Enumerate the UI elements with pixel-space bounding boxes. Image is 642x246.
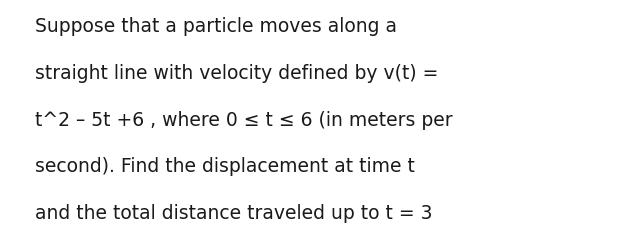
Text: straight line with velocity defined by v(t) =: straight line with velocity defined by v…	[35, 64, 438, 83]
Text: t^2 – 5t +6 , where 0 ≤ t ≤ 6 (in meters per: t^2 – 5t +6 , where 0 ≤ t ≤ 6 (in meters…	[35, 111, 453, 130]
Text: second). Find the displacement at time t: second). Find the displacement at time t	[35, 157, 415, 176]
Text: and the total distance traveled up to t = 3: and the total distance traveled up to t …	[35, 204, 433, 223]
Text: Suppose that a particle moves along a: Suppose that a particle moves along a	[35, 17, 397, 36]
